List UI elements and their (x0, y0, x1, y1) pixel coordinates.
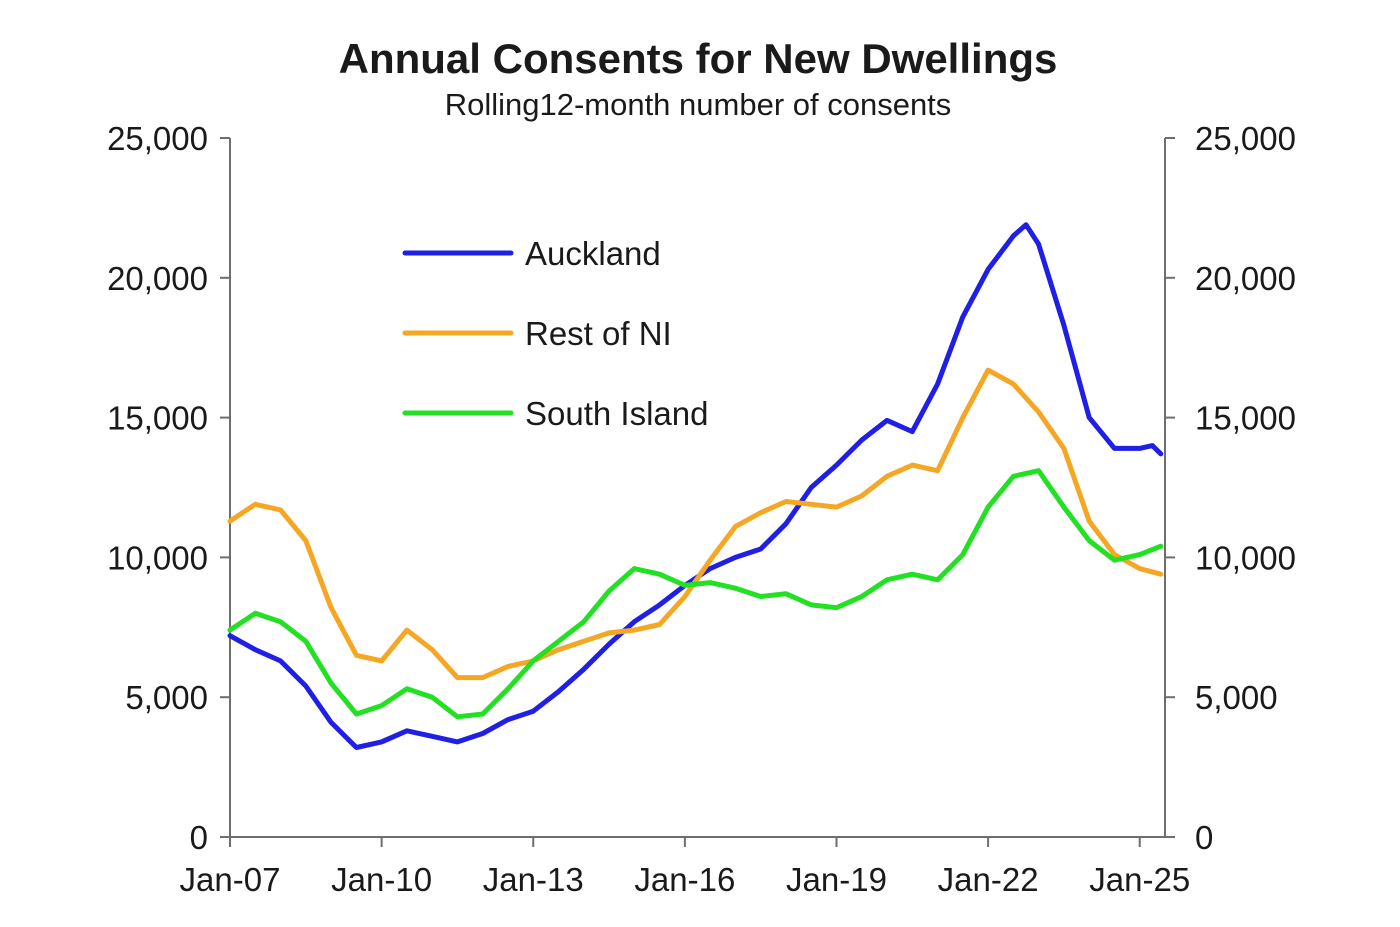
legend: Auckland Rest of NI South Island (402, 235, 708, 432)
y-tick-label-left: 10,000 (107, 539, 208, 576)
x-tick-label: Jan-13 (483, 861, 584, 898)
axes: 0 5,000 10,000 15,000 20,000 25,000 0 5,000 10,0… (107, 120, 1296, 898)
y-tick-label-left: 20,000 (107, 260, 208, 297)
chart-subtitle: Rolling12-month number of consents (445, 87, 952, 122)
y-tick-label-left: 5,000 (125, 679, 208, 716)
y-tick-label-right: 0 (1195, 819, 1213, 856)
y-tick-label-right: 10,000 (1195, 539, 1296, 576)
y-tick-label-right: 5,000 (1195, 679, 1278, 716)
y-tick-label-left: 0 (190, 819, 208, 856)
x-tick-label: Jan-16 (634, 861, 735, 898)
series-line-south-island (227, 468, 1164, 720)
y-tick-label-left: 25,000 (107, 120, 208, 157)
series-line-rest-of-ni (227, 367, 1164, 681)
x-tick-label: Jan-22 (938, 861, 1039, 898)
x-tick-label: Jan-07 (180, 861, 281, 898)
y-tick-label-left: 15,000 (107, 400, 208, 437)
legend-label-south-island: South Island (525, 395, 708, 432)
y-tick-label-right: 25,000 (1195, 120, 1296, 157)
legend-label-rest-of-ni: Rest of NI (525, 315, 672, 352)
x-tick-label: Jan-25 (1089, 861, 1190, 898)
x-tick-label: Jan-19 (786, 861, 887, 898)
series-lines (227, 222, 1164, 750)
x-tick-label: Jan-10 (331, 861, 432, 898)
series-line-auckland (227, 222, 1164, 750)
chart-title: Annual Consents for New Dwellings (339, 35, 1058, 82)
legend-label-auckland: Auckland (525, 235, 661, 272)
y-tick-label-right: 15,000 (1195, 400, 1296, 437)
y-tick-label-right: 20,000 (1195, 260, 1296, 297)
